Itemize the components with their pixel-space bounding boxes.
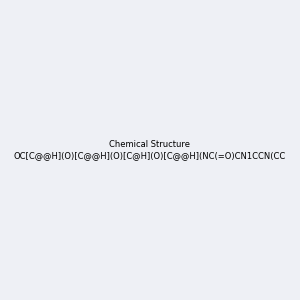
Text: Chemical Structure
OC[C@@H](O)[C@@H](O)[C@H](O)[C@@H](NC(=O)CN1CCN(CC: Chemical Structure OC[C@@H](O)[C@@H](O)[… — [14, 140, 286, 160]
